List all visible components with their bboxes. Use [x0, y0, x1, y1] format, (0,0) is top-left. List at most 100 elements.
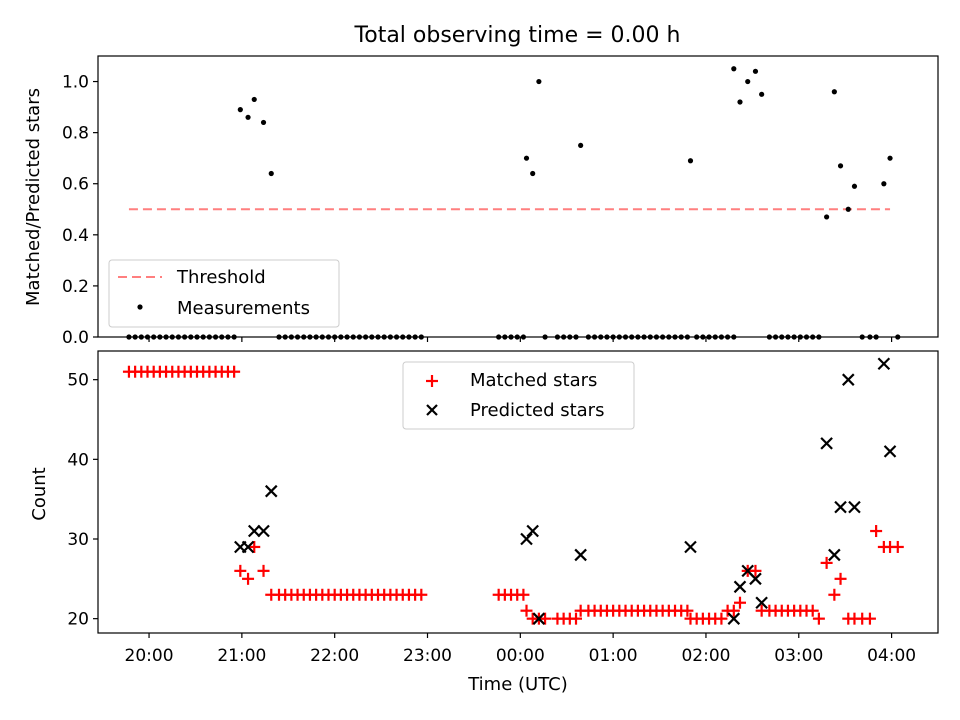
top-legend-box: [108, 259, 340, 328]
measurement-point: [578, 142, 584, 149]
predicted-point: [727, 612, 741, 625]
predicted-point: [883, 445, 897, 458]
predicted-point: [257, 524, 270, 538]
matched-point: [715, 612, 728, 625]
measurement-point: [251, 96, 257, 103]
y-tick-label: 30: [67, 530, 89, 550]
top-panel: Matched/Predicted stars 0.0 0.2 0.4 0.6 0.8 1…: [23, 55, 939, 348]
measurement-point: [523, 155, 530, 161]
legend-predicted-label: Predicted stars: [470, 400, 604, 421]
top-y-ticks: 0.0 0.2 0.4 0.6 0.8 1.0: [62, 73, 98, 348]
matched-point: [520, 604, 533, 617]
legend-matched-swatch: [426, 375, 438, 387]
y-tick-label: 20: [67, 610, 89, 630]
measurement-point: [731, 66, 737, 72]
matched-point: [733, 596, 746, 609]
matched-point: [228, 365, 241, 378]
x-tick-label: 02:00: [681, 646, 730, 666]
figure-title: Total observing time = 0.00 h: [354, 23, 681, 48]
legend-measurements-swatch: [137, 304, 143, 310]
bottom-panel: Count Time (UTC) 20 30 40 50 20:00 21:00 22:0…: [29, 350, 939, 695]
matched-point: [828, 588, 841, 601]
bottom-legend-box: [402, 361, 635, 430]
measurement-point: [237, 107, 243, 113]
predicted-point: [749, 572, 762, 586]
bottom-ylabel: Count: [29, 467, 50, 520]
legend-predicted-swatch: [426, 404, 438, 416]
measurement-point: [530, 170, 536, 177]
matched-point: [727, 604, 740, 617]
x-tick-label: 00:00: [496, 646, 545, 666]
measurement-point: [824, 214, 830, 220]
predicted-point: [828, 548, 841, 562]
predicted-point: [820, 437, 833, 450]
measurement-point: [745, 78, 751, 85]
top-axes-frame: [97, 55, 939, 338]
y-tick-label: 0.4: [62, 226, 89, 246]
matched-point: [749, 564, 762, 577]
measurement-point: [737, 99, 743, 105]
measurement-point: [536, 78, 542, 85]
measurement-point: [260, 119, 267, 126]
measurement-point: [837, 163, 844, 169]
predicted-point: [841, 373, 855, 386]
y-tick-label: 40: [67, 450, 89, 470]
matched-point: [870, 525, 883, 538]
bottom-x-ticks: 20:00 21:00 22:00 23:00 00:00 01:00 02:00 03:00…: [125, 633, 916, 666]
matched-point: [248, 540, 261, 553]
predicted-point: [526, 524, 539, 538]
measurement-point: [851, 183, 858, 189]
matched-point: [812, 612, 825, 625]
matched-point: [234, 564, 247, 577]
measurement-point: [752, 68, 759, 74]
measurement-point: [887, 155, 893, 161]
top-ylabel: Matched/Predicted stars: [23, 88, 44, 306]
matched-point: [570, 612, 583, 625]
measurement-point: [687, 158, 694, 164]
matched-point: [415, 588, 428, 601]
matched-point: [891, 540, 904, 553]
matched-point: [517, 588, 530, 601]
predicted-point: [848, 500, 861, 514]
x-tick-label: 20:00: [125, 646, 174, 666]
y-tick-label: 50: [67, 371, 89, 391]
bottom-legend: Matched stars Predicted stars: [402, 361, 635, 430]
x-tick-label: 01:00: [589, 646, 638, 666]
x-tick-label: 21:00: [217, 646, 266, 666]
predicted-point: [532, 612, 546, 625]
predicted-point: [241, 540, 255, 554]
predicted-point: [877, 357, 891, 371]
y-tick-label: 0.0: [62, 328, 89, 348]
measurement-point: [268, 170, 274, 177]
matched-point: [820, 556, 833, 569]
predicted-point: [247, 524, 261, 538]
x-tick-label: 04:00: [867, 646, 916, 666]
x-tick-label: 22:00: [310, 646, 359, 666]
measurement-point: [831, 89, 837, 95]
top-legend: Threshold Measurements: [108, 259, 340, 328]
bottom-plot-marks: [122, 357, 904, 625]
matched-point: [257, 564, 270, 577]
matched-point: [539, 612, 552, 625]
y-tick-label: 0.8: [62, 124, 89, 144]
predicted-point: [755, 596, 768, 610]
predicted-point: [684, 540, 697, 554]
x-tick-label: 23:00: [403, 646, 452, 666]
legend-matched-label: Matched stars: [470, 370, 597, 391]
measurement-point: [245, 114, 251, 120]
matched-point: [863, 612, 876, 625]
bottom-xlabel: Time (UTC): [467, 674, 568, 695]
bottom-axes-frame: [97, 350, 939, 634]
y-tick-label: 0.2: [62, 277, 89, 297]
measurement-point: [845, 206, 851, 212]
y-tick-label: 1.0: [62, 73, 89, 93]
predicted-point: [733, 580, 747, 594]
matched-point: [806, 604, 819, 617]
matched-point: [242, 572, 255, 585]
legend-threshold-label: Threshold: [176, 267, 266, 288]
predicted-point: [264, 484, 278, 498]
matched-point: [834, 572, 847, 585]
legend-measurements-label: Measurements: [177, 298, 310, 319]
